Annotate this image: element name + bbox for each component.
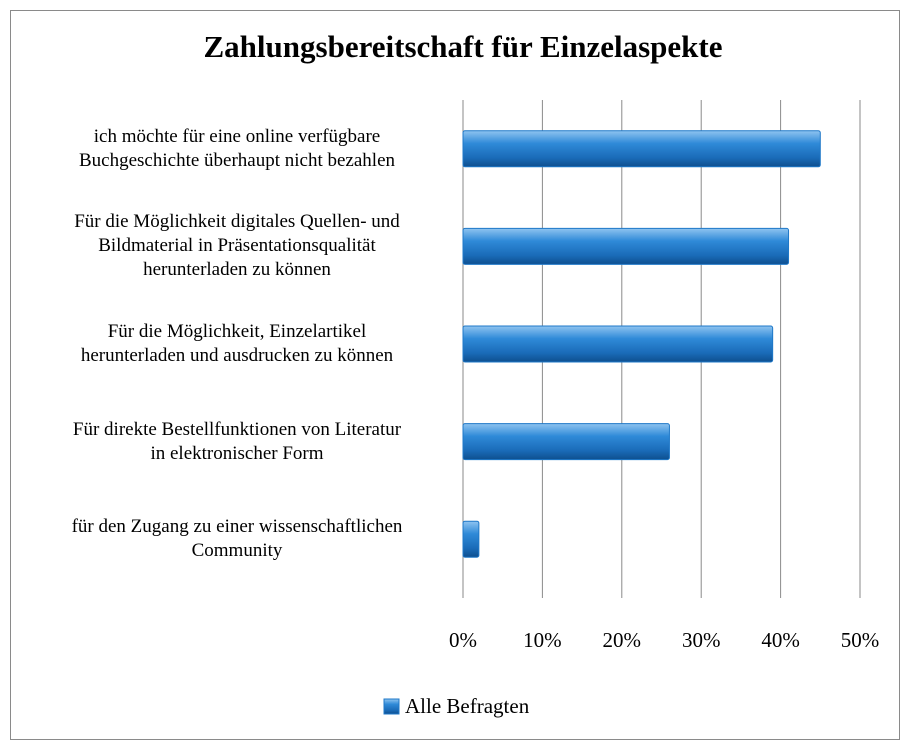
y-tick-label: Für die Möglichkeit, Einzelartikel herun… <box>80 321 394 366</box>
bar <box>462 227 790 265</box>
x-tick-label: 0% <box>449 628 477 652</box>
y-tick-label: Für die Möglichkeit digitales Quellen- u… <box>74 211 400 281</box>
x-tick-label: 40% <box>761 628 800 652</box>
bar <box>462 520 480 558</box>
bar <box>462 423 670 461</box>
y-tick-label: für den Zugang zu einer wissenschaftlich… <box>71 516 403 562</box>
legend-swatch <box>383 698 400 715</box>
legend-label: Alle Befragten <box>405 694 530 718</box>
y-tick-label: Für direkte Bestellfunktionen von Litera… <box>72 418 402 464</box>
chart-title: Zahlungsbereitschaft für Einzelaspekte <box>204 29 723 64</box>
x-tick-label: 50% <box>841 628 880 652</box>
x-tick-label: 10% <box>523 628 562 652</box>
bar <box>462 130 821 168</box>
bar <box>462 325 774 363</box>
y-tick-label: ich möchte für eine online verfügbare Bu… <box>78 125 395 171</box>
x-tick-label: 30% <box>682 628 721 652</box>
x-tick-label: 20% <box>603 628 642 652</box>
